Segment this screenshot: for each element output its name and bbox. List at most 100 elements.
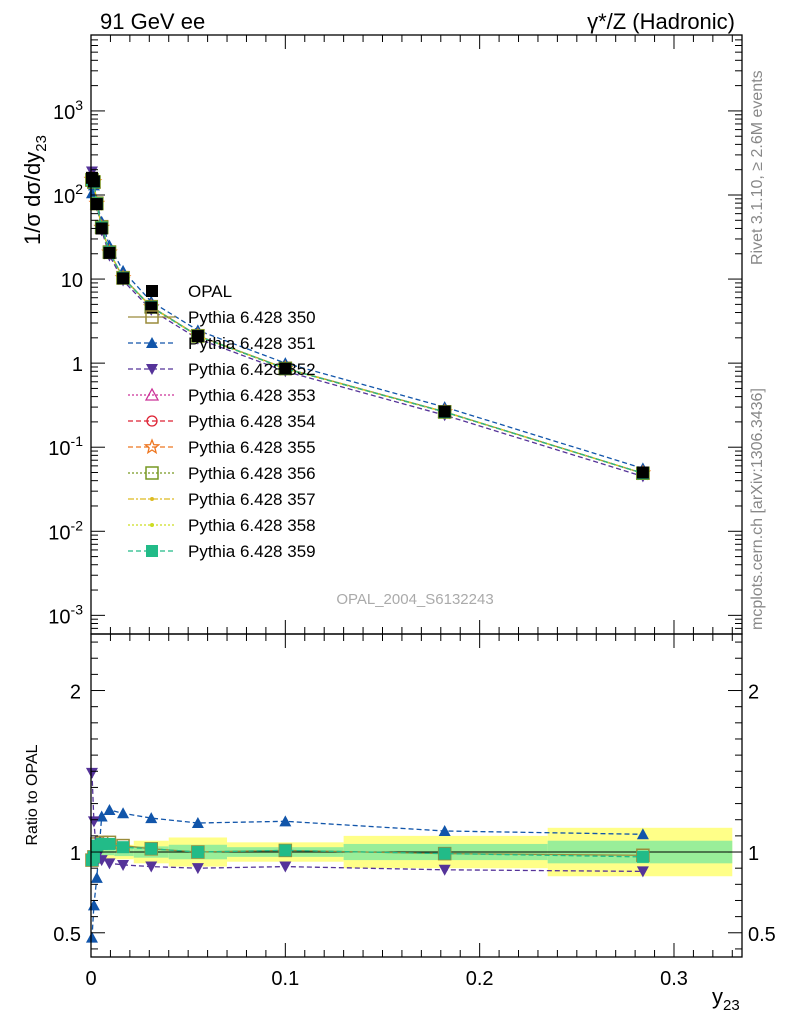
ratio-point-2-5 xyxy=(117,859,130,871)
main-y-tick-label-5: 102 xyxy=(53,181,83,208)
main-line-3 xyxy=(91,179,644,474)
main-series-pythia-6-428-355 xyxy=(83,170,652,481)
rivet-version-text: Rivet 3.1.10, ≥ 2.6M events xyxy=(749,70,766,265)
ratio-point-1-6 xyxy=(145,812,158,824)
main-point-10-1 xyxy=(87,175,100,188)
legend-marker-4 xyxy=(144,387,160,401)
ratio-series-pythia-6-428-359 xyxy=(85,837,649,867)
legend-label-3: Pythia 6.428 352 xyxy=(188,360,316,379)
header-right-title: γ*/Z (Hadronic) xyxy=(587,9,735,34)
ratio-point-2-10 xyxy=(636,866,649,878)
ratio-point-1-4 xyxy=(103,804,116,816)
ratio-point-3-1 xyxy=(87,850,100,863)
ratio-point-2-6 xyxy=(145,861,158,873)
legend-entry-4: Pythia 6.428 353 xyxy=(128,386,316,405)
legend-entry-5: Pythia 6.428 354 xyxy=(128,412,316,431)
ratio-point-3-9 xyxy=(438,847,451,860)
x-axis-title: y23 xyxy=(712,984,740,1014)
legend-label-7: Pythia 6.428 356 xyxy=(188,464,316,483)
ratio-point-3-5 xyxy=(117,841,130,854)
main-y-tick-label-0: 10-3 xyxy=(48,601,83,628)
legend-entry-3: Pythia 6.428 352 xyxy=(128,360,316,379)
main-y-tick-label-2: 10-1 xyxy=(48,433,83,460)
ratio-point-1-9 xyxy=(438,825,451,837)
legend-entry-10: Pythia 6.428 359 xyxy=(128,542,316,561)
legend-marker-10 xyxy=(146,545,158,557)
legend-marker-0 xyxy=(146,285,158,297)
legend-label-6: Pythia 6.428 355 xyxy=(188,438,316,457)
main-line-9 xyxy=(91,179,644,474)
main-point-10-7 xyxy=(191,330,204,343)
main-point-10-9 xyxy=(438,405,451,418)
ratio-plot-frame xyxy=(90,633,743,958)
ratio-y-tick-label-left-1: 1 xyxy=(70,843,81,865)
legend-marker-2 xyxy=(146,337,158,348)
ratio-point-2-7 xyxy=(191,863,204,875)
ratio-point-3-8 xyxy=(279,844,292,857)
main-point-10-10 xyxy=(636,466,649,479)
header-left-title: 91 GeV ee xyxy=(100,9,205,34)
ratio-point-1-3 xyxy=(95,810,108,822)
legend-entry-0: OPAL xyxy=(146,282,232,301)
legend-entry-1: Pythia 6.428 350 xyxy=(128,308,316,327)
legend-entry-2: Pythia 6.428 351 xyxy=(128,334,316,353)
legend-marker-6 xyxy=(143,438,161,455)
legend-marker-3 xyxy=(146,364,158,375)
main-line-6 xyxy=(91,179,644,474)
legend-marker-1 xyxy=(145,310,159,324)
legend-label-8: Pythia 6.428 357 xyxy=(188,490,316,509)
ratio-y-tick-label-right-0: 0.5 xyxy=(748,924,776,946)
ratio-point-1-8 xyxy=(279,815,292,827)
ratio-point-3-4 xyxy=(103,837,116,850)
main-series-pythia-6-428-351 xyxy=(85,179,649,474)
main-series-pythia-6-428-352 xyxy=(85,166,649,483)
x-tick-label-1: 0.1 xyxy=(271,968,299,990)
legend-label-5: Pythia 6.428 354 xyxy=(188,412,316,431)
main-point-10-5 xyxy=(117,272,130,285)
ratio-point-2-4 xyxy=(103,858,116,870)
legend-label-4: Pythia 6.428 353 xyxy=(188,386,316,405)
ratio-point-3-10 xyxy=(636,850,649,863)
main-series-pythia-6-428-357 xyxy=(89,177,645,476)
main-line-4 xyxy=(91,179,644,474)
legend-entry-6: Pythia 6.428 355 xyxy=(128,438,316,457)
svg-text:1/σ dσ/dy23: 1/σ dσ/dy23 xyxy=(20,135,50,245)
legend-entry-7: Pythia 6.428 356 xyxy=(128,464,316,483)
main-series-pythia-6-428-353 xyxy=(84,172,650,479)
legend-marker-7 xyxy=(145,466,159,480)
ratio-point-2-9 xyxy=(438,864,451,876)
main-line-0 xyxy=(91,179,644,474)
x-tick-label-0: 0 xyxy=(85,968,96,990)
svg-text:y23: y23 xyxy=(712,984,740,1014)
ratio-y-tick-label-left-2: 2 xyxy=(70,682,81,704)
legend-label-1: Pythia 6.428 350 xyxy=(188,308,316,327)
ratio-point-3-6 xyxy=(145,842,158,855)
legend: OPAL Pythia 6.428 350 Pythia 6.428 351 Pyth… xyxy=(128,282,316,561)
ratio-y-tick-label-right-1: 1 xyxy=(748,843,759,865)
ratio-point-2-0 xyxy=(85,767,98,779)
ratio-point-1-10 xyxy=(636,828,649,840)
legend-label-0: OPAL xyxy=(188,282,232,301)
main-point-10-3 xyxy=(95,222,108,235)
legend-label-10: Pythia 6.428 359 xyxy=(188,542,316,561)
ratio-series-pythia-6-428-351 xyxy=(85,804,649,943)
main-line-5 xyxy=(91,179,644,474)
main-line-2 xyxy=(91,171,644,478)
ratio-point-1-5 xyxy=(117,807,130,819)
main-y-tick-label-1: 10-2 xyxy=(48,517,83,544)
mcplots-credit-text: mcplots.cern.ch [arXiv:1306.3436] xyxy=(749,388,766,630)
ratio-point-1-2 xyxy=(90,871,103,883)
ratio-point-1-0 xyxy=(85,931,98,943)
main-y-axis-title: 1/σ dσ/dy23 xyxy=(20,135,50,245)
legend-marker-5 xyxy=(146,415,158,427)
legend-label-9: Pythia 6.428 358 xyxy=(188,516,316,535)
main-series-pythia-6-428-350 xyxy=(85,173,650,481)
legend-entry-8: Pythia 6.428 357 xyxy=(128,490,316,509)
main-y-tick-label-3: 1 xyxy=(72,354,83,376)
main-line-8 xyxy=(91,179,644,474)
main-point-10-4 xyxy=(103,246,116,259)
legend-marker-8 xyxy=(150,497,154,501)
legend-label-2: Pythia 6.428 351 xyxy=(188,334,316,353)
ratio-y-tick-label-right-2: 2 xyxy=(748,682,759,704)
